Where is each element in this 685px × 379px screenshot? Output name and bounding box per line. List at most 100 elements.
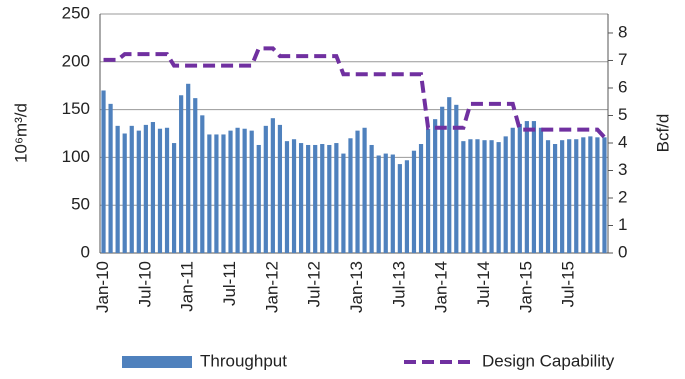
bar bbox=[411, 150, 417, 253]
y2-tick-label: 2 bbox=[618, 187, 627, 206]
bar bbox=[440, 106, 445, 254]
bar bbox=[475, 139, 480, 253]
y2-tick-label: 7 bbox=[618, 50, 627, 69]
x-tick-label: Jan-14 bbox=[432, 261, 451, 313]
bar bbox=[447, 97, 452, 253]
bar bbox=[242, 128, 247, 253]
bar bbox=[327, 144, 332, 253]
bar bbox=[376, 155, 381, 253]
bar bbox=[531, 121, 537, 254]
x-tick-label: Jul-13 bbox=[389, 261, 408, 307]
bar bbox=[567, 139, 572, 253]
bar bbox=[517, 123, 522, 253]
bar bbox=[538, 127, 544, 253]
bar bbox=[186, 83, 191, 254]
y2-tick-label: 0 bbox=[618, 242, 627, 261]
bar bbox=[461, 141, 466, 253]
x-tick-label: Jul-11 bbox=[220, 261, 239, 306]
bar bbox=[122, 133, 127, 253]
bar bbox=[320, 144, 325, 253]
bar bbox=[313, 144, 318, 253]
bar bbox=[383, 153, 388, 253]
bar bbox=[552, 144, 558, 253]
bar bbox=[454, 104, 459, 253]
bar bbox=[503, 136, 508, 253]
bar bbox=[249, 130, 254, 253]
y2-tick-label: 6 bbox=[618, 77, 627, 96]
bar bbox=[348, 138, 353, 253]
bar bbox=[397, 164, 402, 253]
x-tick-label: Jul-15 bbox=[559, 261, 578, 307]
y2-tick-label: 1 bbox=[618, 215, 627, 234]
bar bbox=[581, 137, 586, 253]
y-tick-label: 150 bbox=[62, 99, 90, 118]
bar bbox=[560, 140, 565, 253]
bar bbox=[235, 127, 240, 253]
bar bbox=[221, 134, 226, 253]
bar bbox=[207, 134, 212, 253]
bar bbox=[496, 142, 501, 253]
bar bbox=[524, 121, 529, 254]
y-axis-title: 10⁶m³/d bbox=[11, 103, 30, 163]
bar bbox=[482, 140, 487, 253]
bar bbox=[369, 144, 374, 253]
y-tick-label: 250 bbox=[62, 3, 90, 22]
bar bbox=[334, 143, 339, 253]
bar bbox=[193, 98, 198, 254]
bar bbox=[157, 128, 163, 253]
bar bbox=[228, 130, 233, 253]
bar bbox=[425, 128, 431, 253]
y2-axis-title: Bcf/d bbox=[653, 114, 672, 153]
bar bbox=[510, 127, 515, 253]
bar bbox=[164, 127, 170, 253]
bar bbox=[270, 118, 275, 253]
y-tick-label: 50 bbox=[71, 195, 90, 214]
y2-tick-label: 3 bbox=[618, 160, 627, 179]
bar bbox=[200, 115, 205, 253]
bar bbox=[468, 139, 473, 253]
bar bbox=[150, 122, 156, 253]
bar bbox=[545, 140, 551, 253]
bar bbox=[115, 125, 120, 253]
bar bbox=[108, 103, 113, 253]
y2-tick-label: 8 bbox=[618, 22, 627, 41]
bar bbox=[362, 127, 367, 253]
bar bbox=[574, 139, 579, 253]
y-tick-label: 0 bbox=[81, 242, 90, 261]
x-tick-label: Jul-14 bbox=[474, 261, 493, 307]
bar bbox=[129, 125, 134, 253]
bar bbox=[602, 137, 607, 253]
x-tick-label: Jan-10 bbox=[93, 261, 112, 313]
bar bbox=[588, 136, 593, 253]
bar bbox=[284, 141, 290, 253]
x-tick-label: Jan-13 bbox=[347, 261, 366, 313]
y2-tick-label: 4 bbox=[618, 132, 627, 151]
line-series bbox=[103, 46, 606, 139]
legend-label: Throughput bbox=[200, 351, 287, 370]
bar bbox=[341, 153, 346, 253]
bar bbox=[171, 143, 177, 253]
x-tick-label: Jan-12 bbox=[262, 261, 281, 313]
bar bbox=[179, 95, 184, 253]
bar bbox=[595, 137, 600, 253]
legend-swatch bbox=[122, 356, 192, 368]
x-tick-label: Jan-11 bbox=[178, 261, 197, 312]
bar bbox=[263, 125, 268, 253]
y-tick-label: 100 bbox=[62, 147, 90, 166]
bar bbox=[355, 130, 360, 253]
bar bbox=[136, 130, 141, 253]
bar bbox=[101, 90, 106, 253]
y2-tick-label: 5 bbox=[618, 105, 627, 124]
x-tick-label: Jul-12 bbox=[305, 261, 324, 307]
bar bbox=[214, 134, 219, 253]
bar bbox=[306, 144, 311, 253]
bar bbox=[277, 124, 283, 253]
y-tick-label: 200 bbox=[62, 51, 90, 70]
x-tick-label: Jul-10 bbox=[135, 261, 154, 307]
bar bbox=[433, 119, 438, 253]
bar bbox=[291, 139, 297, 253]
bar bbox=[404, 160, 410, 253]
x-tick-label: Jan-15 bbox=[516, 261, 535, 313]
bar bbox=[143, 124, 148, 253]
